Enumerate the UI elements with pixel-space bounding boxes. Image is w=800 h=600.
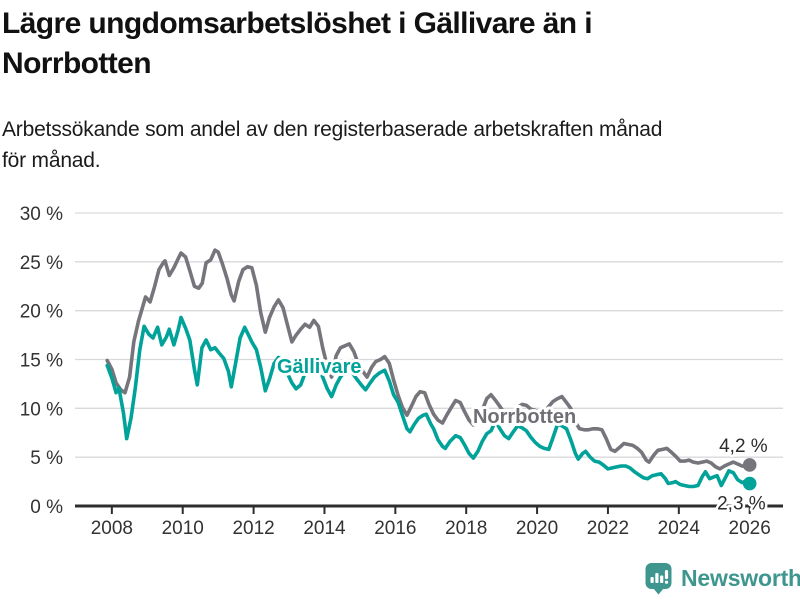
page-subtitle-line-2: för månad. — [2, 149, 101, 172]
page-subtitle: Arbetssökande som andel av den registerb… — [2, 114, 782, 176]
page-title-line-1: Lägre ungdomsarbetslöshet i Gällivare än… — [2, 7, 593, 40]
series-label-norrbotten: Norrbotten — [473, 406, 576, 428]
y-tick-label-20: 20 % — [20, 302, 63, 323]
x-tick-label-2008: 2008 — [91, 518, 133, 539]
x-tick-label-2026: 2026 — [729, 518, 771, 539]
page-subtitle-line-1: Arbetssökande som andel av den registerb… — [2, 118, 663, 141]
x-tick-label-2020: 2020 — [516, 518, 558, 539]
x-tick-label-2024: 2024 — [658, 518, 701, 539]
y-tick-label-10: 10 % — [20, 399, 63, 420]
x-tick-label-2010: 2010 — [162, 518, 204, 539]
x-tick-label-2014: 2014 — [303, 518, 346, 539]
newsworthy-logo-icon — [645, 563, 672, 595]
page-title: Lägre ungdomsarbetslöshet i Gällivare än… — [2, 4, 782, 84]
y-tick-label-30: 30 % — [20, 204, 63, 225]
series-label-gallivare: Gällivare — [277, 356, 362, 378]
x-tick-label-2022: 2022 — [587, 518, 629, 539]
brand-footer: Newsworthy — [645, 562, 800, 595]
page-title-line-2: Norrbotten — [2, 47, 152, 80]
x-tick-label-2016: 2016 — [374, 518, 416, 539]
endpoint-dot-norrbotten — [742, 458, 757, 472]
endpoint-dot-gallivare — [742, 476, 757, 491]
series-line-gallivare — [105, 315, 752, 489]
y-tick-label-0: 0 % — [30, 497, 63, 518]
series-line-norrbotten — [105, 248, 752, 471]
end-value-label-gallivare: 2,3 % — [717, 494, 766, 515]
brand-name: Newsworthy — [681, 565, 800, 591]
x-tick-label-2018: 2018 — [445, 518, 487, 539]
x-tick-label-2012: 2012 — [232, 518, 274, 539]
y-tick-label-5: 5 % — [30, 448, 63, 469]
y-tick-label-15: 15 % — [20, 351, 63, 372]
end-value-label-norrbotten: 4,2 % — [719, 436, 768, 457]
y-tick-label-25: 25 % — [20, 253, 63, 274]
